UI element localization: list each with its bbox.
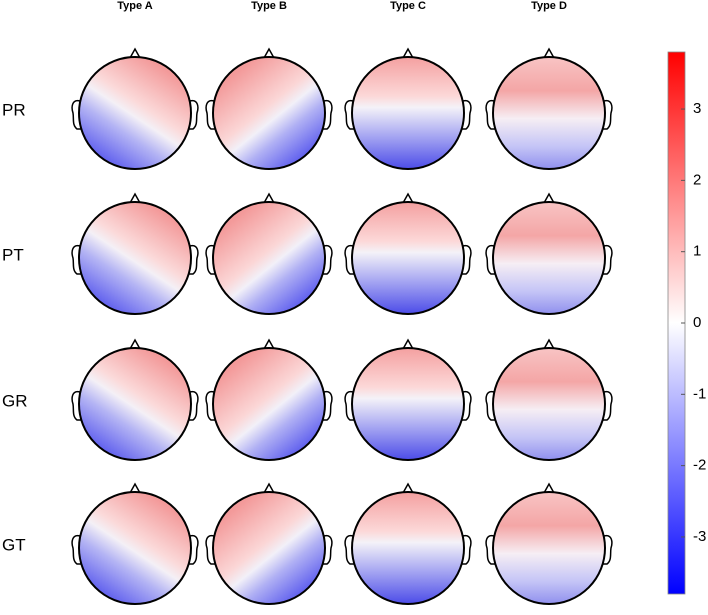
head [351, 347, 465, 461]
topomap [344, 338, 472, 461]
topomap [485, 192, 613, 315]
nose [402, 192, 414, 204]
nose [129, 482, 141, 494]
column-label: Type C [390, 0, 426, 12]
head [351, 201, 465, 315]
nose [263, 338, 275, 350]
nose [263, 47, 275, 59]
row-label: GT [2, 535, 26, 554]
colorbar-tick-label: -2 [693, 457, 706, 474]
nose [402, 482, 414, 494]
head [78, 491, 192, 605]
column-label: Type B [251, 0, 287, 12]
nose [543, 482, 555, 494]
head [492, 347, 606, 461]
head [212, 56, 326, 170]
nose [129, 192, 141, 204]
nose [543, 192, 555, 204]
nose [543, 338, 555, 350]
column-label: Type A [117, 0, 153, 12]
topomap [205, 192, 333, 315]
topomap [485, 47, 613, 170]
row-label: PR [2, 100, 26, 119]
topomap [485, 482, 613, 605]
topomap [344, 47, 472, 170]
nose [129, 47, 141, 59]
row-label: PT [2, 245, 24, 264]
row-label: GR [2, 391, 28, 410]
head [351, 56, 465, 170]
topomap [71, 482, 199, 605]
head [351, 491, 465, 605]
head [78, 201, 192, 315]
nose [263, 482, 275, 494]
head [212, 201, 326, 315]
colorbar-tick-label: -3 [693, 528, 706, 545]
nose [402, 338, 414, 350]
topomap [485, 338, 613, 461]
head [78, 347, 192, 461]
topomap [71, 47, 199, 170]
head [212, 347, 326, 461]
colorbar-tick-label: -1 [693, 385, 706, 402]
nose [402, 47, 414, 59]
colorbar-tick-label: 0 [693, 314, 701, 331]
topomap [344, 192, 472, 315]
head [492, 201, 606, 315]
colorbar-tick-label: 2 [693, 171, 701, 188]
column-label: Type D [531, 0, 567, 12]
topomap [344, 482, 472, 605]
head [492, 491, 606, 605]
nose [263, 192, 275, 204]
topomap [205, 338, 333, 461]
topomap [205, 482, 333, 605]
head [78, 56, 192, 170]
head [212, 491, 326, 605]
nose [543, 47, 555, 59]
topomap [71, 338, 199, 461]
topomap [205, 47, 333, 170]
topomap [71, 192, 199, 315]
colorbar-tick-label: 1 [693, 243, 701, 260]
head [492, 56, 606, 170]
colorbar-tick-label: 3 [693, 100, 701, 117]
nose [129, 338, 141, 350]
